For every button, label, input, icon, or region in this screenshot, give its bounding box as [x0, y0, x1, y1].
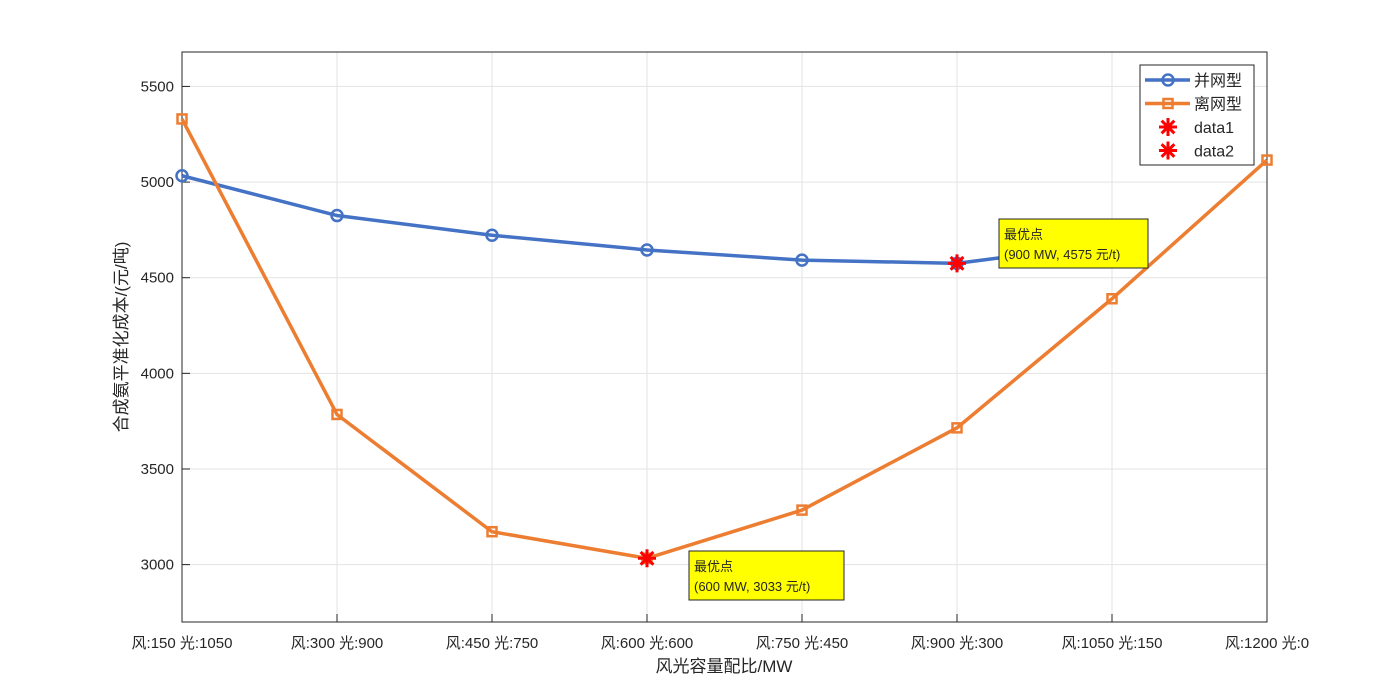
x-tick-label: 风:300 光:900 — [291, 635, 384, 652]
square-marker — [951, 422, 963, 434]
x-tick-label: 风:1200 光:0 — [1225, 635, 1309, 652]
square-marker — [1106, 292, 1118, 305]
asterisk-marker — [1159, 118, 1177, 136]
circle-marker — [795, 253, 809, 267]
legend-label: 并网型 — [1194, 72, 1242, 90]
legend-item: 离网型 — [1145, 96, 1242, 114]
asterisk-stroke — [1160, 143, 1176, 158]
annotation-box — [688, 550, 845, 601]
legend-item: data1 — [1159, 118, 1234, 137]
square-marker — [331, 408, 343, 421]
legend-label: data2 — [1194, 144, 1234, 161]
y-tick-label: 3500 — [141, 461, 174, 478]
circle-marker — [1161, 73, 1175, 87]
square-marker — [1162, 97, 1174, 110]
optimal-point-annotation: 最优点 (600 MW, 3033 元/t) — [688, 550, 845, 601]
y-tick-label: 3000 — [141, 557, 174, 574]
x-tick-label: 风:900 光:300 — [911, 635, 1004, 652]
asterisk-stroke — [949, 255, 965, 271]
x-axis-label: 风光容量配比/MW — [656, 657, 793, 676]
optimal-point-annotation: 最优点 (900 MW, 4575 元/t) — [998, 218, 1149, 269]
series — [175, 113, 1273, 568]
annotation-value: (600 MW, 3033 元/t) — [694, 579, 810, 594]
y-tick-label: 4500 — [141, 270, 174, 287]
circle-marker — [330, 208, 344, 223]
legend-item: 并网型 — [1145, 72, 1242, 90]
annotation-title: 最优点 — [1004, 227, 1043, 242]
legend-label: 离网型 — [1194, 96, 1242, 114]
asterisk-stroke — [1160, 119, 1176, 135]
circle-marker — [640, 243, 654, 257]
asterisk-marker — [1159, 141, 1177, 160]
circle-marker — [485, 228, 499, 242]
x-tick-label: 风:600 光:600 — [601, 635, 694, 652]
series-off-grid — [176, 113, 1273, 565]
y-tick-label: 4000 — [141, 365, 174, 382]
asterisk-marker — [638, 549, 656, 568]
plot-area-border — [181, 51, 1268, 623]
x-tick-label: 风:1050 光:150 — [1062, 635, 1163, 652]
y-axis-label: 合成氨平准化成本/(元/吨) — [112, 242, 131, 433]
y-tick-label: 5000 — [141, 174, 174, 191]
legend-item: data2 — [1159, 141, 1234, 161]
x-tick-label: 风:750 光:450 — [756, 635, 849, 652]
annotations: 最优点 (900 MW, 4575 元/t) 最优点 (600 MW, 3033 元/… — [688, 218, 1149, 601]
annotation-box — [998, 218, 1149, 269]
series-line — [180, 118, 1269, 561]
annotation-value: (900 MW, 4575 元/t) — [1004, 247, 1120, 262]
square-marker — [796, 504, 808, 516]
circle-marker — [175, 169, 189, 183]
legend-label: data1 — [1194, 120, 1234, 137]
x-tick-label: 风:150 光:1050 — [132, 635, 233, 652]
asterisk-marker — [948, 254, 966, 273]
grid — [181, 52, 1268, 622]
square-marker — [176, 113, 188, 125]
ticks: 风:150 光:1050 风:300 光:900 风:450 光:750 风:600 … — [132, 78, 1310, 652]
asterisk-stroke — [639, 550, 655, 566]
annotation-title: 最优点 — [694, 559, 733, 574]
square-marker — [486, 525, 498, 538]
y-tick-label: 5500 — [141, 78, 174, 95]
x-tick-label: 风:450 光:750 — [446, 635, 539, 652]
square-marker — [1261, 154, 1273, 166]
